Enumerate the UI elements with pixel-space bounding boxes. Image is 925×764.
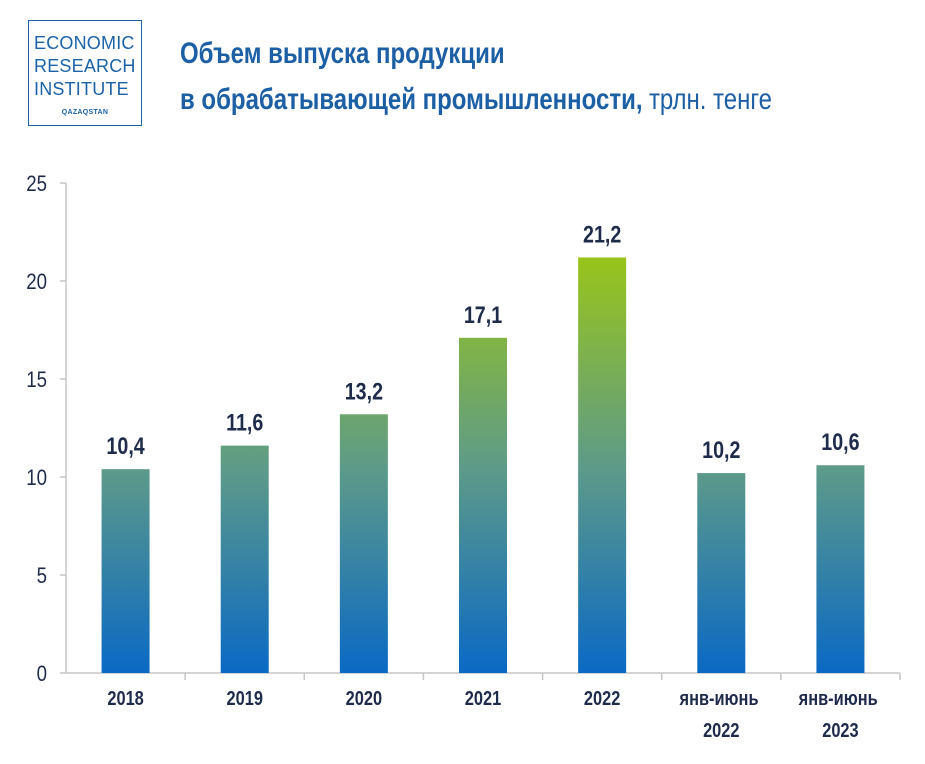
x-tick-label-2: 2019 [226, 686, 262, 709]
bar-7 [816, 465, 865, 673]
x-tick-label-7: янв-июнь 2023 [798, 686, 882, 741]
x-tick-label-4: 2021 [465, 686, 501, 709]
x-tick-label-6: янв-июнь 2022 [679, 686, 763, 741]
chart-title-line1: Объем выпуска продукции [180, 37, 505, 70]
y-tick-label-0: 0 [37, 663, 47, 687]
chart-title: Объем выпуска продукции в обрабатывающей… [180, 31, 772, 123]
y-tick-label-15: 15 [26, 369, 47, 393]
bar-3 [339, 414, 388, 673]
labels: 0 5 10 15 20 25 10,4 2018 11,6 2019 13,2 2020 17,1 20… [26, 173, 882, 742]
x-tick-label-1: 2018 [107, 686, 143, 709]
eri-logo: ECONOMIC RESEARCH INSTITUTE QAZAQSTAN [28, 20, 142, 126]
y-tick-label-5: 5 [37, 565, 47, 589]
logo-line-institute: INSTITUTE [34, 79, 129, 99]
bar-1 [101, 469, 150, 673]
bar-2 [220, 445, 269, 673]
logo-line-economic: ECONOMIC [34, 33, 135, 53]
data-label-7: 10,6 [821, 428, 859, 455]
bar-4 [459, 337, 507, 673]
chart-title-line2-bold: в обрабатывающей промышленности, [180, 83, 643, 116]
bar-5 [578, 257, 627, 673]
x-tick-label-3: 2020 [346, 686, 382, 709]
y-tick-label-20: 20 [26, 271, 47, 295]
bar-6 [697, 473, 746, 673]
chart-title-unit: трлн. тенге [648, 83, 772, 116]
y-tick-label-25: 25 [26, 173, 47, 197]
chart-title-line2: в обрабатывающей промышленности, трлн. те… [180, 77, 772, 123]
data-label-6: 10,2 [702, 436, 740, 463]
data-label-3: 13,2 [345, 377, 383, 404]
data-label-5: 21,2 [583, 221, 621, 248]
bars [101, 257, 865, 673]
y-tick-label-10: 10 [26, 467, 47, 491]
x-tick-label-5: 2022 [584, 686, 620, 709]
data-label-2: 11,6 [226, 409, 263, 436]
data-label-1: 10,4 [106, 432, 145, 459]
logo-line-research: RESEARCH [34, 56, 136, 76]
logo-subtitle: QAZAQSTAN [61, 109, 109, 116]
data-label-4: 17,1 [464, 301, 502, 328]
